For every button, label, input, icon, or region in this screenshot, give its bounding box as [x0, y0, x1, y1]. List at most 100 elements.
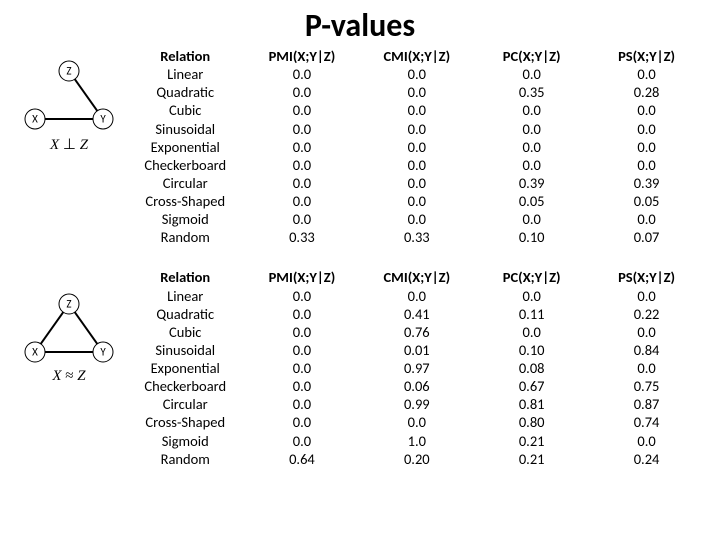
- relation-cell: Quadratic: [126, 305, 244, 323]
- value-cell: 0.0: [589, 65, 704, 83]
- graph-block-1: Z X Y X ⊥ Z: [12, 53, 126, 154]
- value-cell: 0.0: [359, 413, 474, 431]
- relation-cell: Quadratic: [126, 83, 244, 101]
- table-1-header-row: RelationPMI(X;Y|Z)CMI(X;Y|Z)PC(X;Y|Z)PS(…: [126, 47, 704, 65]
- table-2-header-row: RelationPMI(X;Y|Z)CMI(X;Y|Z)PC(X;Y|Z)PS(…: [126, 268, 704, 286]
- graph-edge: [75, 79, 97, 111]
- relation-cell: Checkerboard: [126, 156, 244, 174]
- value-cell: 0.99: [359, 395, 474, 413]
- value-cell: 0.87: [589, 395, 704, 413]
- graph-2-svg: Z X Y: [19, 286, 119, 370]
- table-row: Linear0.00.00.00.0: [126, 65, 704, 83]
- value-cell: 0.80: [474, 413, 589, 431]
- table-row: Cubic0.00.760.00.0: [126, 323, 704, 341]
- value-cell: 0.0: [359, 156, 474, 174]
- relation-cell: Sigmoid: [126, 432, 244, 450]
- value-cell: 0.67: [474, 377, 589, 395]
- value-cell: 1.0: [359, 432, 474, 450]
- relation-cell: Linear: [126, 287, 244, 305]
- graph-node-label: X: [32, 346, 38, 359]
- table-row: Checkerboard0.00.00.00.0: [126, 156, 704, 174]
- relation-cell: Exponential: [126, 138, 244, 156]
- graph-1-caption-rhs: Z: [80, 137, 88, 153]
- table-2-body: Linear0.00.00.00.0Quadratic0.00.410.110.…: [126, 287, 704, 468]
- value-cell: 0.0: [474, 65, 589, 83]
- column-header: PS(X;Y|Z): [589, 47, 704, 65]
- table-row: Random0.330.330.100.07: [126, 228, 704, 246]
- value-cell: 0.33: [244, 228, 359, 246]
- graph-2-caption-lhs: X: [52, 368, 61, 384]
- table-row: Exponential0.00.970.080.0: [126, 359, 704, 377]
- table-1-body: Linear0.00.00.00.0Quadratic0.00.00.350.2…: [126, 65, 704, 246]
- relation-cell: Circular: [126, 174, 244, 192]
- relation-cell: Linear: [126, 65, 244, 83]
- value-cell: 0.0: [474, 120, 589, 138]
- value-cell: 0.0: [244, 210, 359, 228]
- table-row: Cross-Shaped0.00.00.050.05: [126, 192, 704, 210]
- graph-node-label: Z: [66, 65, 71, 78]
- value-cell: 0.84: [589, 341, 704, 359]
- value-cell: 0.08: [474, 359, 589, 377]
- relation-cell: Sigmoid: [126, 210, 244, 228]
- value-cell: 0.75: [589, 377, 704, 395]
- value-cell: 0.0: [359, 192, 474, 210]
- column-header: PMI(X;Y|Z): [244, 47, 359, 65]
- value-cell: 0.0: [359, 83, 474, 101]
- table-1: RelationPMI(X;Y|Z)CMI(X;Y|Z)PC(X;Y|Z)PS(…: [126, 47, 704, 246]
- value-cell: 0.0: [359, 210, 474, 228]
- graph-block-2: ZXY X ≈ Z: [12, 286, 126, 385]
- column-header: Relation: [126, 268, 244, 286]
- value-cell: 0.21: [474, 450, 589, 468]
- relation-cell: Sinusoidal: [126, 120, 244, 138]
- graph-node-label: Y: [100, 113, 106, 126]
- graph-edge: [41, 312, 63, 344]
- table-row: Sigmoid0.01.00.210.0: [126, 432, 704, 450]
- value-cell: 0.0: [244, 101, 359, 119]
- value-cell: 0.0: [244, 359, 359, 377]
- graphs-column: ZXY X ⊥ Z ZXY X ≈ Z: [12, 47, 126, 468]
- graph-1-svg: Z X Y: [19, 53, 119, 137]
- graph-1-caption: X ⊥ Z: [50, 135, 88, 154]
- graph-node-label: Z: [66, 298, 71, 311]
- relation-cell: Sinusoidal: [126, 341, 244, 359]
- spacer: [126, 246, 704, 268]
- graph-node-label: X: [32, 113, 38, 126]
- column-header: PS(X;Y|Z): [589, 268, 704, 286]
- table-row: Sinusoidal0.00.00.00.0: [126, 120, 704, 138]
- value-cell: 0.0: [589, 138, 704, 156]
- value-cell: 0.0: [359, 120, 474, 138]
- value-cell: 0.05: [474, 192, 589, 210]
- value-cell: 0.01: [359, 341, 474, 359]
- value-cell: 0.05: [589, 192, 704, 210]
- table-row: Circular0.00.00.390.39: [126, 174, 704, 192]
- value-cell: 0.22: [589, 305, 704, 323]
- value-cell: 0.0: [244, 156, 359, 174]
- value-cell: 0.0: [359, 138, 474, 156]
- value-cell: 0.0: [589, 156, 704, 174]
- value-cell: 0.0: [589, 323, 704, 341]
- graph-node-label: Y: [100, 346, 106, 359]
- value-cell: 0.0: [359, 287, 474, 305]
- graph-1-caption-lhs: X: [50, 137, 59, 153]
- value-cell: 0.64: [244, 450, 359, 468]
- value-cell: 0.0: [244, 65, 359, 83]
- value-cell: 0.0: [474, 156, 589, 174]
- value-cell: 0.0: [244, 323, 359, 341]
- value-cell: 0.0: [244, 341, 359, 359]
- value-cell: 0.0: [244, 432, 359, 450]
- value-cell: 0.0: [474, 138, 589, 156]
- relation-cell: Random: [126, 450, 244, 468]
- value-cell: 0.0: [244, 120, 359, 138]
- value-cell: 0.28: [589, 83, 704, 101]
- relation-cell: Cross-Shaped: [126, 192, 244, 210]
- table-row: Checkerboard0.00.060.670.75: [126, 377, 704, 395]
- table-row: Quadratic0.00.00.350.28: [126, 83, 704, 101]
- value-cell: 0.0: [589, 359, 704, 377]
- value-cell: 0.0: [474, 323, 589, 341]
- value-cell: 0.11: [474, 305, 589, 323]
- value-cell: 0.97: [359, 359, 474, 377]
- value-cell: 0.33: [359, 228, 474, 246]
- value-cell: 0.81: [474, 395, 589, 413]
- table-row: Cubic0.00.00.00.0: [126, 101, 704, 119]
- value-cell: 0.39: [474, 174, 589, 192]
